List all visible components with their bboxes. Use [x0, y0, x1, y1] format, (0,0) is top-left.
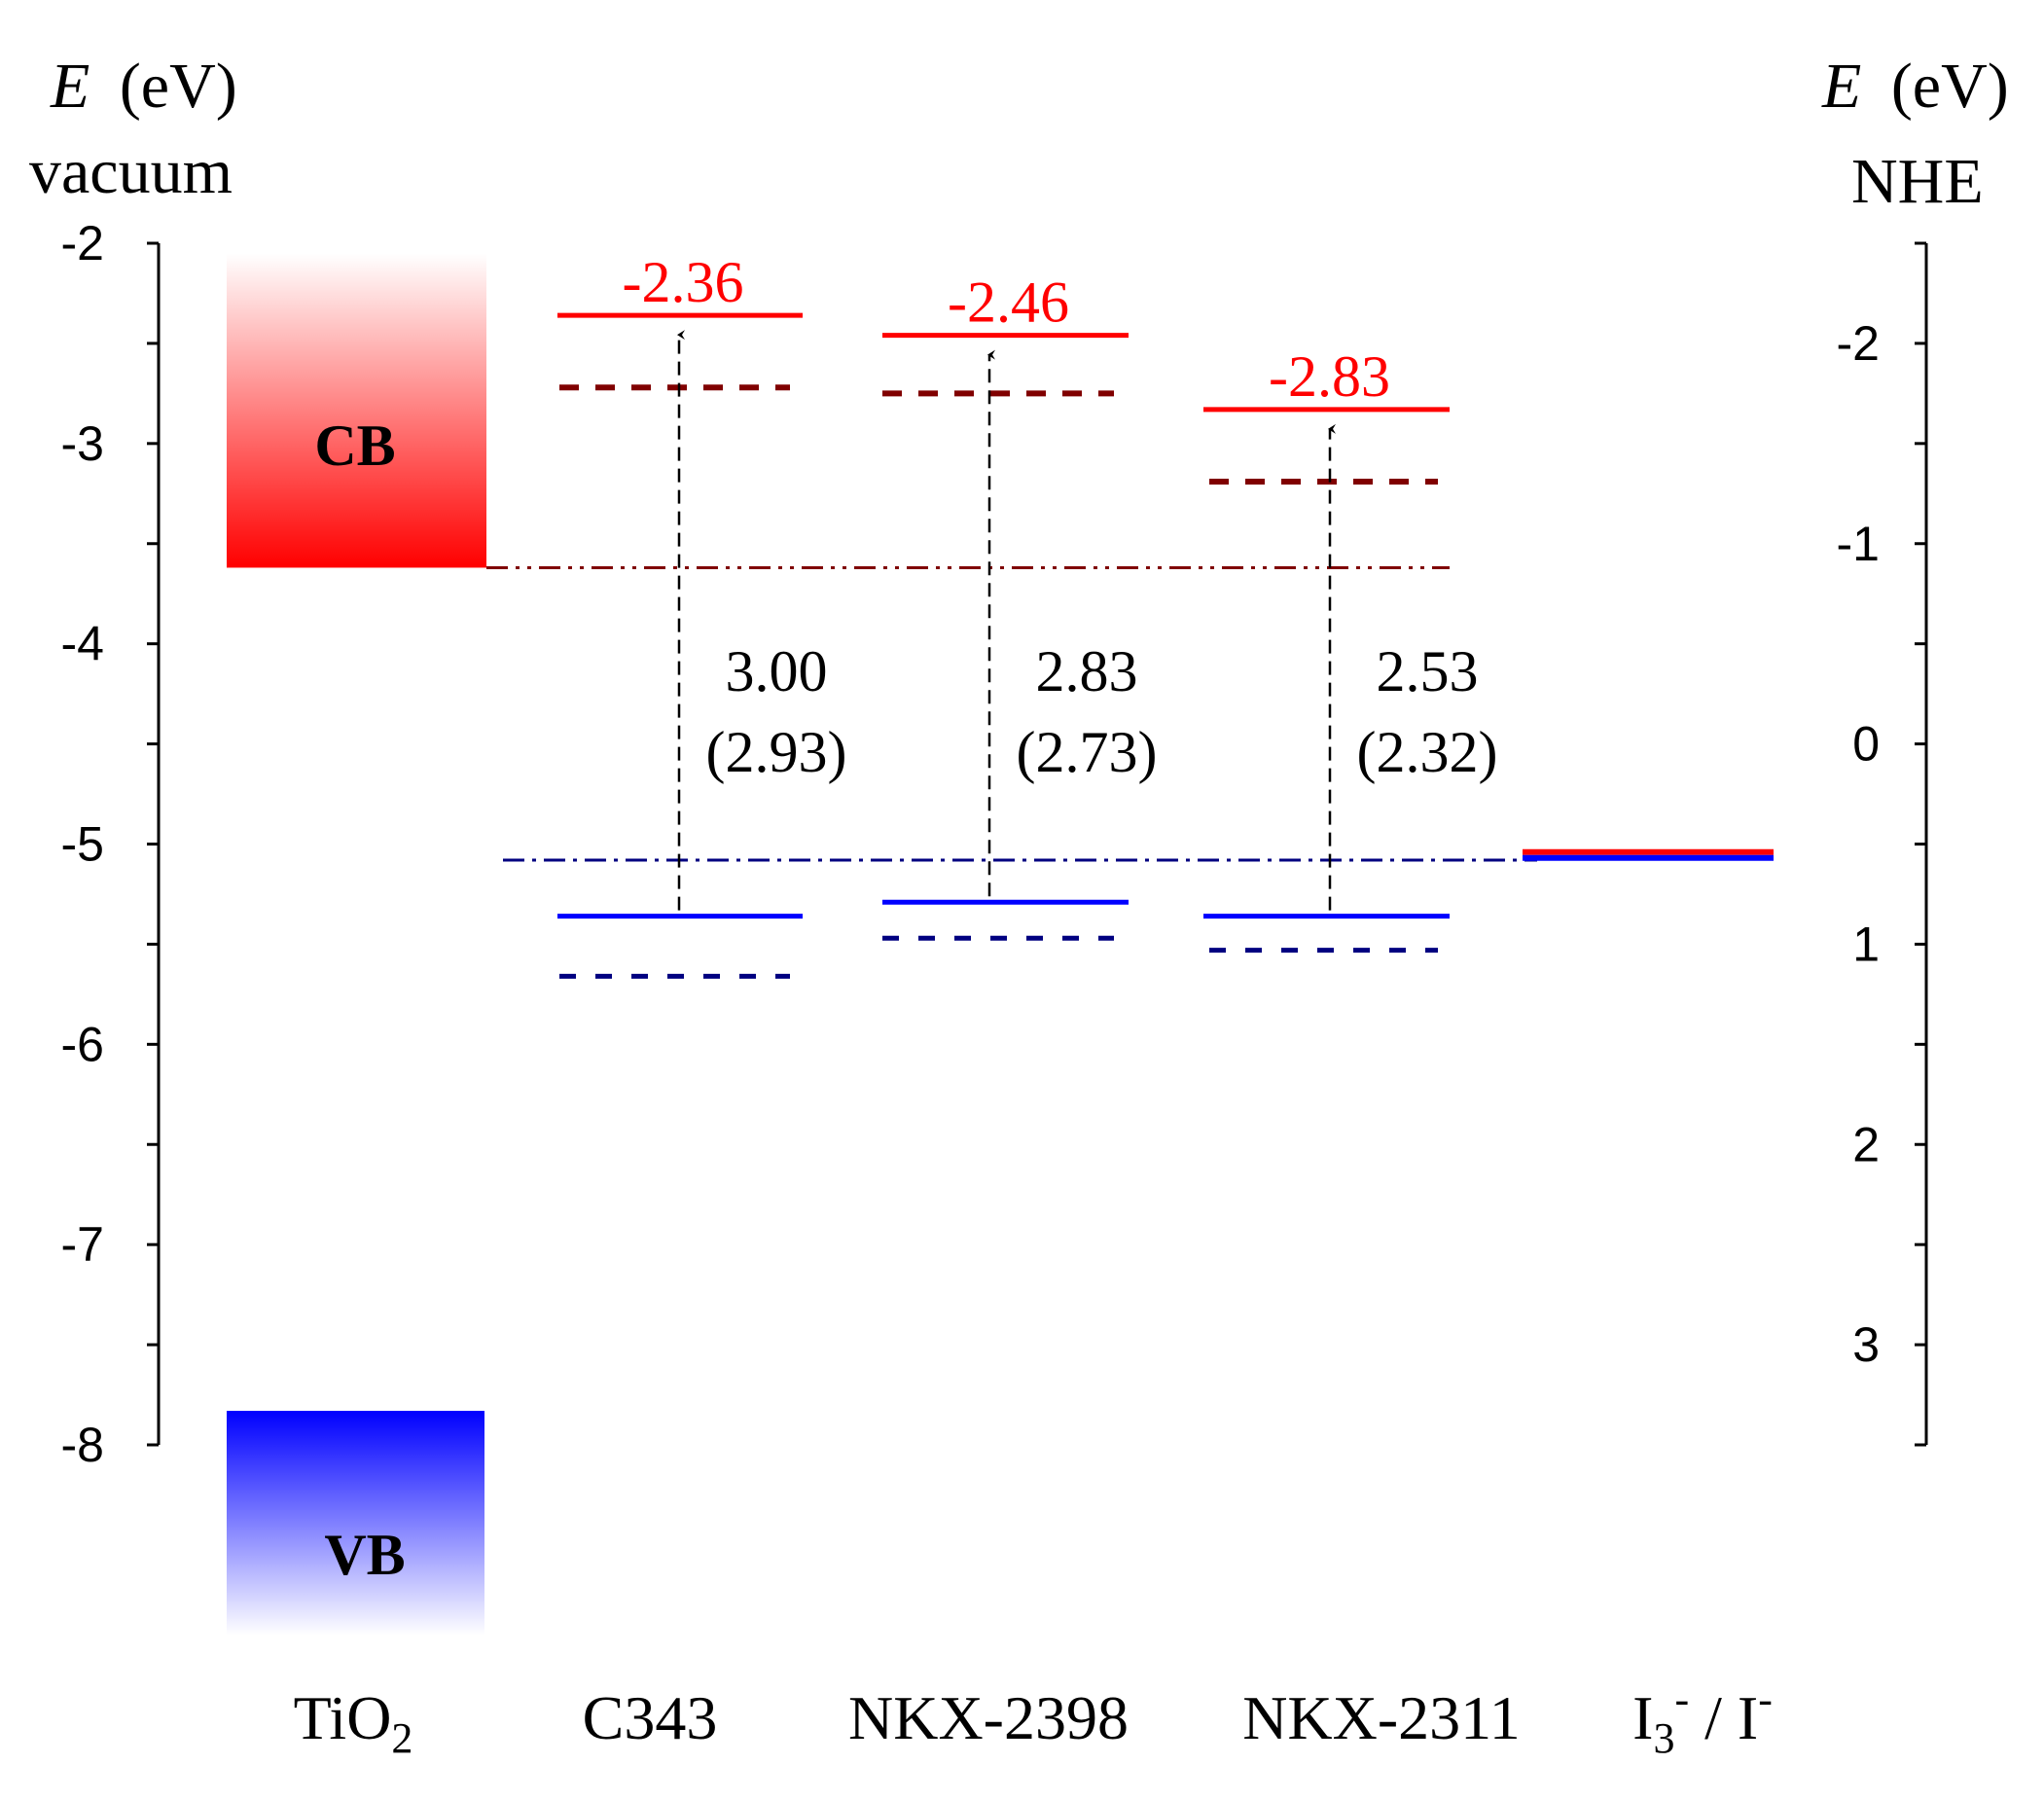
tio2-valence-band: [227, 1411, 484, 1636]
category-nkx-2398: NKX-2398: [848, 1683, 1129, 1752]
category-tio2: TiO2: [294, 1683, 413, 1762]
left-axis-tick-label: -5: [61, 817, 104, 872]
dye-nkx-2311: -2.83 2.53 (2.32) NKX-2311: [1203, 344, 1521, 1752]
svg-text:E (eV): E (eV): [50, 51, 237, 122]
left-axis: -2 -3 -4 -5 -6 -7 -8: [61, 216, 161, 1472]
tio2-conduction-band: [227, 253, 486, 568]
right-axis-tick-label: 1: [1852, 917, 1880, 971]
category-c343: C343: [583, 1683, 718, 1752]
right-axis: -2 -1 0 1 2 3: [1837, 241, 1928, 1447]
left-axis-var: E: [50, 51, 90, 122]
cb-label: CB: [314, 414, 395, 478]
left-axis-tick-label: -4: [61, 617, 104, 671]
left-axis-tick-label: -6: [61, 1017, 104, 1071]
left-axis-tick-label: -3: [61, 416, 104, 471]
right-axis-reference: NHE: [1851, 146, 1984, 217]
left-axis-title: E (eV) vacuum: [29, 51, 237, 207]
lumo-value-label: -2.83: [1269, 344, 1390, 409]
right-axis-tick-label: 2: [1852, 1117, 1880, 1171]
lumo-value-label: -2.36: [623, 250, 744, 314]
right-axis-title: E (eV) NHE: [1821, 51, 2009, 217]
gap-optical-label: (2.32): [1357, 720, 1498, 784]
gap-optical-label: (2.93): [706, 720, 847, 784]
vb-label: VB: [324, 1523, 405, 1587]
svg-text:E (eV): E (eV): [1821, 51, 2009, 122]
lumo-value-label: -2.46: [948, 270, 1069, 335]
left-axis-tick-label: -7: [61, 1217, 104, 1272]
dye-c343: -2.36 3.00 (2.93) C343: [557, 250, 846, 1752]
dye-levels: -2.36 3.00 (2.93) C343 -2.46 2.83 (2.73) NKX-23…: [557, 250, 1521, 1752]
gap-value-label: 3.00: [726, 639, 828, 703]
left-axis-unit: (eV): [120, 51, 237, 122]
category-nkx-2311: NKX-2311: [1242, 1683, 1521, 1752]
right-axis-unit: (eV): [1891, 51, 2009, 122]
gap-value-label: 2.83: [1036, 639, 1138, 703]
right-axis-tick-label: 3: [1852, 1317, 1880, 1372]
left-axis-reference: vacuum: [29, 136, 233, 207]
gap-value-label: 2.53: [1377, 639, 1479, 703]
right-axis-tick-label: -1: [1837, 517, 1880, 571]
gap-optical-label: (2.73): [1017, 720, 1158, 784]
right-axis-tick-label: 0: [1852, 717, 1880, 772]
dye-nkx-2398: -2.46 2.83 (2.73) NKX-2398: [848, 270, 1157, 1752]
left-axis-tick-label: -2: [61, 216, 104, 270]
category-redox: I3- / I-: [1632, 1675, 1773, 1762]
right-axis-tick-label: -2: [1837, 316, 1880, 371]
right-axis-var: E: [1821, 51, 1861, 122]
left-axis-tick-label: -8: [61, 1418, 104, 1472]
